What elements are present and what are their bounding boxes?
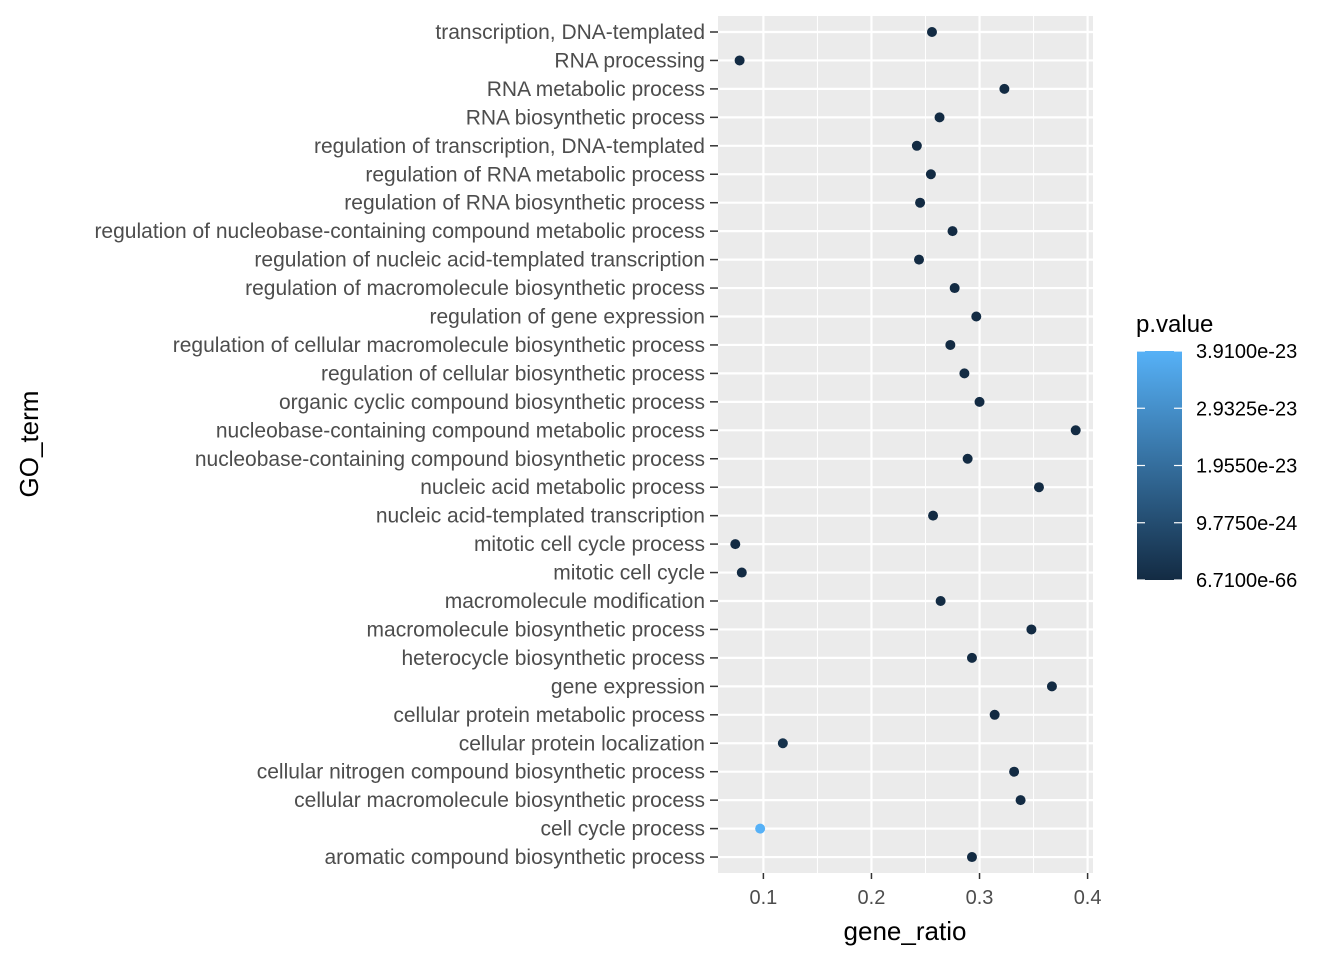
legend-ticks: 3.9100e-23 2.9325e-23 1.9550e-23 9.7750e-24…	[1137, 341, 1297, 592]
data-point	[1026, 624, 1037, 635]
data-point	[945, 339, 956, 350]
y-tick-label: heterocycle biosynthetic process	[402, 647, 706, 670]
data-point	[925, 169, 936, 180]
data-point	[949, 283, 960, 294]
y-tick-label: RNA processing	[554, 49, 705, 72]
legend-tick-label: 9.7750e-24	[1196, 513, 1297, 535]
y-tick-label: nucleic acid-templated transcription	[376, 505, 705, 528]
y-tick-label: regulation of transcription, DNA-templat…	[314, 135, 705, 158]
data-point	[1015, 795, 1026, 806]
data-point	[730, 539, 741, 550]
legend: p.value 3.9100e-23 2.9325e-23 1.9550e-23 9.…	[1136, 311, 1297, 592]
y-tick-label: regulation of gene expression	[429, 306, 705, 329]
data-point	[734, 55, 745, 66]
y-tick-label: nucleobase-containing compound biosynthe…	[195, 448, 705, 471]
data-point	[755, 823, 766, 834]
data-point	[777, 738, 788, 749]
x-tick-label: 0.2	[858, 887, 886, 909]
data-point	[1009, 766, 1020, 777]
data-point	[911, 140, 922, 151]
y-tick-label: macromolecule modification	[445, 590, 705, 613]
data-point	[934, 112, 945, 123]
y-axis-title: GO_term	[14, 391, 44, 498]
y-tick-label: regulation of RNA biosynthetic process	[344, 192, 705, 215]
data-point	[1046, 681, 1057, 692]
data-point	[999, 83, 1010, 94]
data-point	[971, 311, 982, 322]
grid-minor	[816, 16, 1035, 873]
y-tick-label: organic cyclic compound biosynthetic pro…	[279, 391, 705, 414]
y-tick-label: RNA metabolic process	[487, 78, 705, 101]
data-point	[959, 368, 970, 379]
data-point	[736, 567, 747, 578]
legend-tick-label: 3.9100e-23	[1196, 341, 1297, 363]
data-point	[966, 852, 977, 863]
y-tick-label: transcription, DNA-templated	[435, 21, 705, 44]
data-points	[730, 27, 1081, 863]
data-point	[928, 510, 939, 521]
y-tick-label: aromatic compound biosynthetic process	[324, 846, 705, 869]
y-tick-label: cellular macromolecule biosynthetic proc…	[294, 789, 705, 812]
x-axis-ticks: 0.1 0.2 0.3 0.4	[749, 873, 1102, 909]
y-tick-label: cellular nitrogen compound biosynthetic …	[257, 761, 705, 784]
y-tick-label: cell cycle process	[540, 818, 705, 841]
x-tick-label: 0.1	[749, 887, 777, 909]
data-point	[935, 596, 946, 606]
data-point	[947, 226, 958, 237]
x-tick-label: 0.3	[966, 887, 994, 909]
data-point	[989, 709, 1000, 720]
data-point	[974, 396, 985, 407]
y-axis-ticks: transcription, DNA-templated RNA processi…	[94, 21, 718, 869]
y-tick-label: regulation of RNA metabolic process	[365, 163, 705, 186]
y-tick-label: cellular protein metabolic process	[393, 704, 705, 727]
legend-tick-label: 2.9325e-23	[1196, 398, 1297, 420]
data-point	[926, 27, 937, 37]
y-tick-label: macromolecule biosynthetic process	[367, 618, 705, 641]
y-tick-label: nucleobase-containing compound metabolic…	[216, 419, 705, 442]
x-axis-title: gene_ratio	[844, 916, 967, 946]
y-tick-label: RNA biosynthetic process	[466, 106, 705, 129]
y-tick-label: mitotic cell cycle process	[474, 533, 705, 556]
data-point	[962, 453, 973, 464]
y-tick-label: regulation of cellular biosynthetic proc…	[321, 362, 705, 385]
legend-title: p.value	[1136, 311, 1213, 338]
data-point	[966, 652, 977, 663]
data-point	[1033, 482, 1044, 493]
legend-tick-label: 6.7100e-66	[1196, 570, 1297, 592]
y-tick-label: gene expression	[551, 675, 705, 698]
y-tick-label: cellular protein localization	[459, 732, 705, 755]
y-tick-label: regulation of cellular macromolecule bio…	[173, 334, 705, 357]
legend-tick-label: 1.9550e-23	[1196, 456, 1297, 478]
y-tick-label: regulation of nucleic acid-templated tra…	[254, 249, 705, 272]
x-tick-label: 0.4	[1074, 887, 1102, 909]
y-tick-label: regulation of macromolecule biosynthetic…	[245, 277, 705, 300]
data-point	[914, 254, 925, 265]
y-tick-label: nucleic acid metabolic process	[420, 476, 705, 499]
y-tick-label: regulation of nucleobase-containing comp…	[94, 220, 705, 243]
data-point	[1070, 425, 1081, 436]
plot-panel	[718, 16, 1093, 873]
y-tick-label: mitotic cell cycle	[553, 562, 705, 585]
data-point	[915, 197, 926, 208]
